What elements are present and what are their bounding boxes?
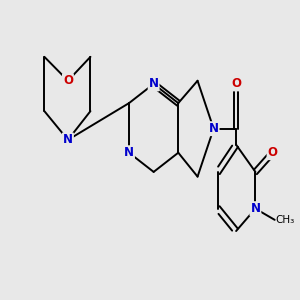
Text: O: O: [231, 77, 241, 90]
Text: O: O: [268, 146, 278, 159]
Text: O: O: [63, 74, 73, 87]
Text: N: N: [124, 146, 134, 159]
Text: N: N: [63, 134, 73, 146]
Text: N: N: [208, 122, 219, 135]
Text: N: N: [148, 77, 159, 90]
Text: N: N: [250, 202, 260, 215]
Text: CH₃: CH₃: [276, 215, 295, 225]
